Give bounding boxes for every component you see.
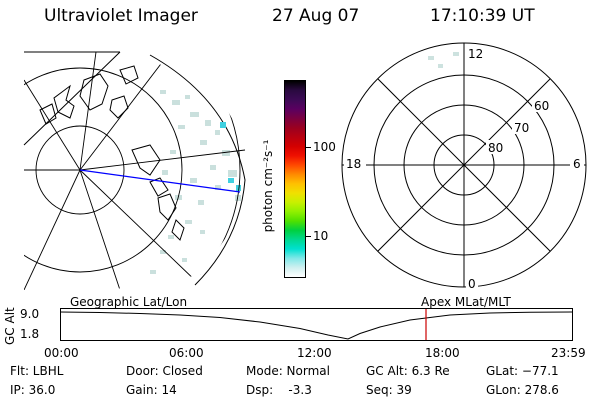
geo-panel-label: Geographic Lat/Lon (70, 295, 188, 309)
altitude-plot (60, 308, 573, 341)
altitude-ytick-1: 1.8 (20, 327, 40, 341)
mlt-label-18: 18 (346, 157, 361, 171)
time-label-0000: 00:00 (44, 346, 79, 360)
map-boundary (23, 51, 121, 146)
lat-label-60: 60 (534, 99, 549, 113)
geographic-map (23, 51, 246, 290)
status-flt: Flt: LBHL (10, 364, 64, 378)
date-label: 27 Aug 07 (272, 6, 360, 26)
orbit-track (79, 169, 241, 193)
altitude-ytick-9: 9.0 (20, 307, 40, 321)
colorbar (284, 80, 306, 278)
status-dsp: Dsp: -3.3 (246, 383, 312, 397)
status-mode: Mode: Normal (246, 364, 330, 378)
status-gain: Gain: 14 (126, 383, 177, 397)
colorbar-tick-label-10: 10 (313, 229, 329, 243)
time-label-0600: 06:00 (169, 346, 204, 360)
time-label-1200: 12:00 (297, 346, 332, 360)
mlt-label-12: 12 (468, 47, 483, 61)
lat-label-70: 70 (514, 121, 529, 135)
altitude-ylabel: GC Alt (3, 307, 17, 345)
status-glat: GLat: −77.1 (486, 364, 559, 378)
colorbar-gradient (285, 81, 305, 277)
colorbar-unit-label: photon cm⁻²s⁻¹ (261, 139, 275, 233)
status-ip: IP: 36.0 (10, 383, 56, 397)
instrument-title: Ultraviolet Imager (44, 6, 198, 26)
aurora-emission (150, 90, 241, 274)
mlt-label-0: 0 (468, 277, 476, 291)
mlt-label-6: 6 (573, 157, 581, 171)
time-label-1800: 18:00 (425, 346, 460, 360)
colorbar-tick-label-100: 100 (313, 140, 336, 154)
geo-grid (24, 52, 246, 290)
polar-panel-label: Apex MLat/MLT (421, 295, 511, 309)
polar-plot: 12 18 6 0 60 70 80 (341, 42, 587, 291)
status-gc-alt: GC Alt: 6.3 Re (366, 364, 450, 378)
status-glon: GLon: 278.6 (486, 383, 559, 397)
status-seq: Seq: 39 (366, 383, 412, 397)
time-label: 17:10:39 UT (430, 6, 535, 26)
time-label-2359: 23:59 (551, 346, 586, 360)
colorbar-tick-100 (306, 147, 311, 148)
coastlines (39, 65, 185, 241)
map-outer-arc (149, 54, 246, 286)
status-door: Door: Closed (126, 364, 203, 378)
colorbar-tick-10 (306, 236, 311, 237)
altitude-curve (60, 311, 573, 340)
lat-label-80: 80 (488, 141, 503, 155)
